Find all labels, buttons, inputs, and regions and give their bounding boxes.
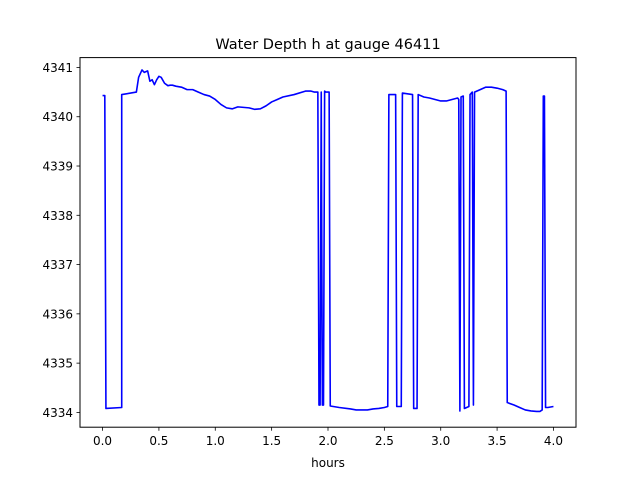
x-tick-label: 1.5 [262, 434, 281, 448]
x-tick-label: 3.5 [488, 434, 507, 448]
chart-title: Water Depth h at gauge 46411 [215, 37, 440, 53]
series-layer [102, 69, 554, 413]
y-tick-label: 4338 [42, 209, 73, 223]
x-tick-label: 2.0 [318, 434, 337, 448]
y-tick-label: 4340 [42, 110, 73, 124]
x-tick-label: 0.0 [93, 434, 112, 448]
x-tick-label: 1.0 [206, 434, 225, 448]
x-axis: 0.0 0.5 1.0 1.5 2.0 2.5 3.0 3.5 4.0 [93, 427, 563, 448]
plot-area: 0.0 0.5 1.0 1.5 2.0 2.5 3.0 3.5 4.0 4334 4335 4336… [42, 57, 577, 448]
x-axis-label: hours [311, 456, 345, 470]
y-axis: 4334 4335 4336 4337 4338 4339 4340 4341 [42, 61, 80, 420]
y-tick-label: 4334 [42, 406, 73, 420]
x-tick-label: 4.0 [544, 434, 563, 448]
y-tick-label: 4335 [42, 357, 73, 371]
series-line [102, 69, 554, 413]
x-tick-label: 0.5 [149, 434, 168, 448]
y-tick-label: 4337 [42, 258, 73, 272]
y-tick-label: 4336 [42, 307, 73, 321]
x-tick-label: 3.0 [431, 434, 450, 448]
x-tick-label: 2.5 [375, 434, 394, 448]
y-tick-label: 4341 [42, 61, 73, 75]
y-tick-label: 4339 [42, 160, 73, 174]
